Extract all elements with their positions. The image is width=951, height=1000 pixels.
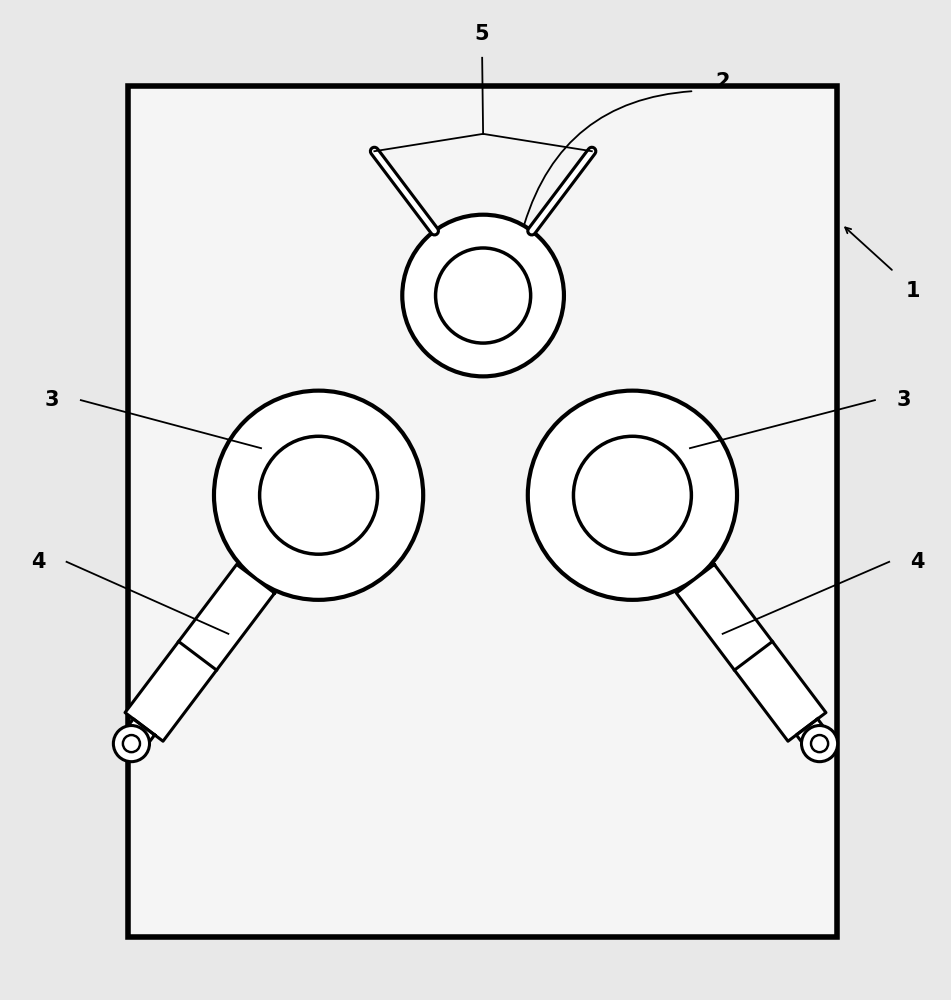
- Polygon shape: [121, 719, 155, 752]
- Text: 2: 2: [715, 72, 730, 92]
- Circle shape: [402, 215, 564, 376]
- Circle shape: [113, 726, 149, 762]
- Text: 3: 3: [896, 390, 911, 410]
- Bar: [128, 86, 837, 937]
- Polygon shape: [796, 719, 830, 752]
- Polygon shape: [676, 564, 826, 741]
- Circle shape: [528, 391, 737, 600]
- Circle shape: [573, 436, 691, 554]
- Text: 3: 3: [45, 390, 60, 410]
- Text: 4: 4: [910, 552, 925, 572]
- Text: 1: 1: [905, 281, 921, 301]
- Text: 4: 4: [30, 552, 46, 572]
- Circle shape: [123, 735, 140, 752]
- Text: 5: 5: [475, 24, 490, 44]
- Circle shape: [436, 248, 531, 343]
- Circle shape: [802, 726, 838, 762]
- Polygon shape: [125, 564, 275, 741]
- Circle shape: [260, 436, 378, 554]
- Circle shape: [214, 391, 423, 600]
- FancyArrowPatch shape: [524, 91, 691, 224]
- Circle shape: [811, 735, 828, 752]
